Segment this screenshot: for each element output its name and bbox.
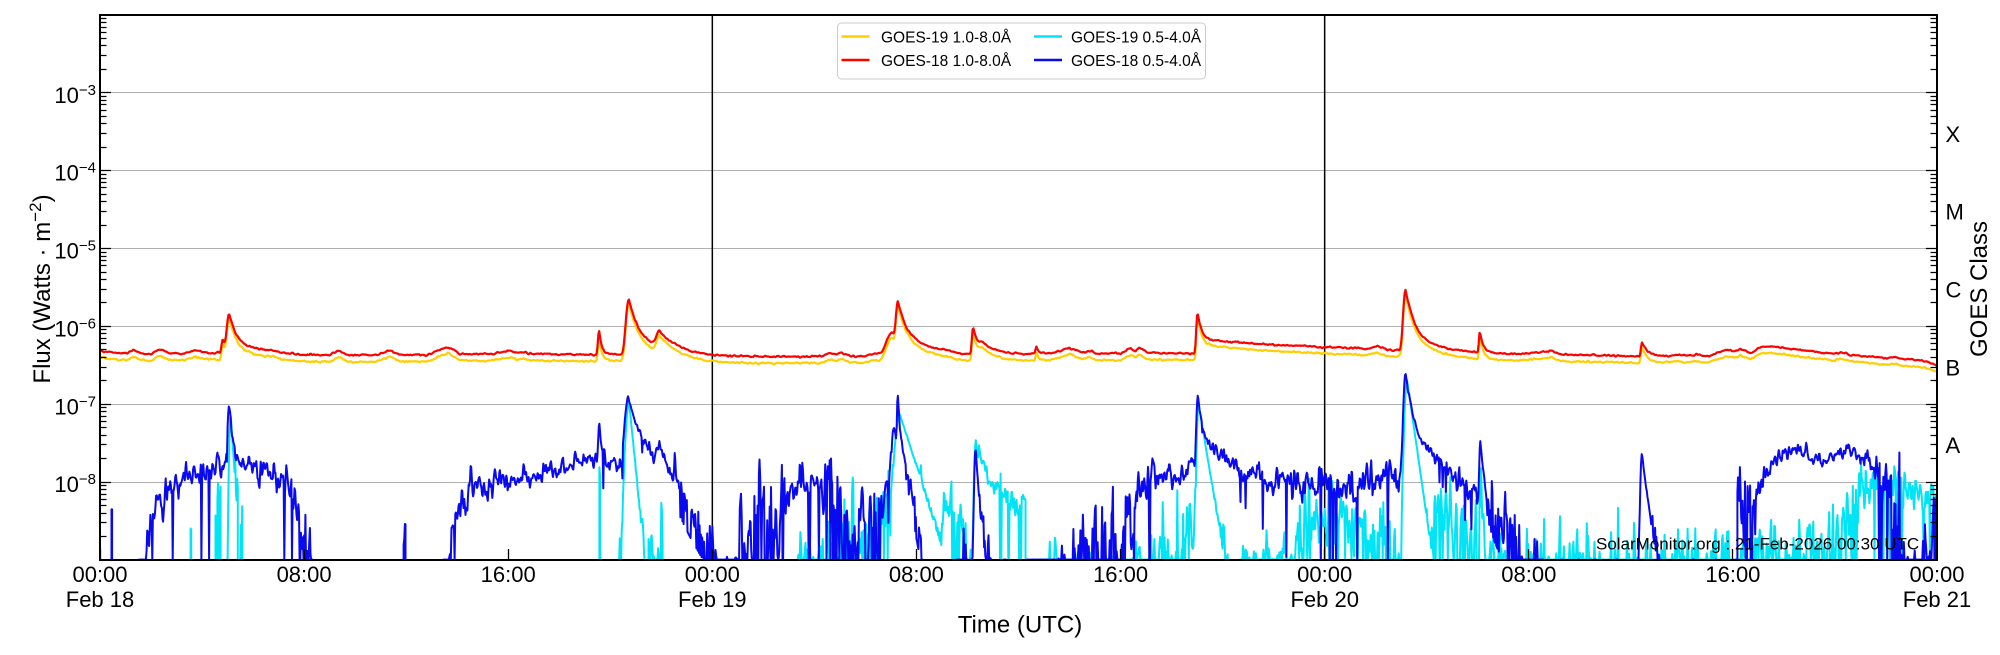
svg-text:Time (UTC): Time (UTC) — [958, 612, 1082, 639]
svg-text:Feb 18: Feb 18 — [66, 587, 135, 612]
svg-text:Feb 19: Feb 19 — [678, 587, 747, 612]
svg-text:10−7: 10−7 — [54, 393, 96, 419]
svg-text:16:00: 16:00 — [1093, 562, 1148, 587]
svg-text:C: C — [1946, 278, 1962, 303]
svg-text:GOES-18 0.5-4.0Å: GOES-18 0.5-4.0Å — [1071, 53, 1202, 70]
svg-text:00:00: 00:00 — [685, 562, 740, 587]
svg-text:GOES Class: GOES Class — [1966, 221, 1993, 357]
svg-text:10−3: 10−3 — [54, 82, 96, 108]
svg-text:00:00: 00:00 — [1909, 562, 1964, 587]
svg-text:X: X — [1946, 122, 1961, 147]
svg-text:SolarMonitor.org : 21-Feb-2026: SolarMonitor.org : 21-Feb-2026 00:30 UTC — [1596, 535, 1919, 554]
svg-text:GOES-19 1.0-8.0Å: GOES-19 1.0-8.0Å — [881, 30, 1012, 47]
svg-text:08:00: 08:00 — [277, 562, 332, 587]
svg-text:10−5: 10−5 — [54, 238, 96, 264]
svg-text:GOES-19 0.5-4.0Å: GOES-19 0.5-4.0Å — [1071, 30, 1202, 47]
svg-text:M: M — [1946, 200, 1964, 225]
svg-text:Feb 20: Feb 20 — [1290, 587, 1359, 612]
svg-text:16:00: 16:00 — [481, 562, 536, 587]
svg-text:A: A — [1946, 433, 1961, 458]
svg-text:08:00: 08:00 — [889, 562, 944, 587]
svg-text:00:00: 00:00 — [1297, 562, 1352, 587]
svg-text:00:00: 00:00 — [72, 562, 127, 587]
svg-text:GOES-18 1.0-8.0Å: GOES-18 1.0-8.0Å — [881, 53, 1012, 70]
svg-text:10−8: 10−8 — [54, 471, 96, 497]
svg-text:Feb 21: Feb 21 — [1903, 587, 1972, 612]
svg-text:B: B — [1946, 355, 1961, 380]
svg-text:Flux (Watts · m−2): Flux (Watts · m−2) — [26, 194, 56, 383]
svg-text:16:00: 16:00 — [1705, 562, 1760, 587]
svg-text:08:00: 08:00 — [1501, 562, 1556, 587]
